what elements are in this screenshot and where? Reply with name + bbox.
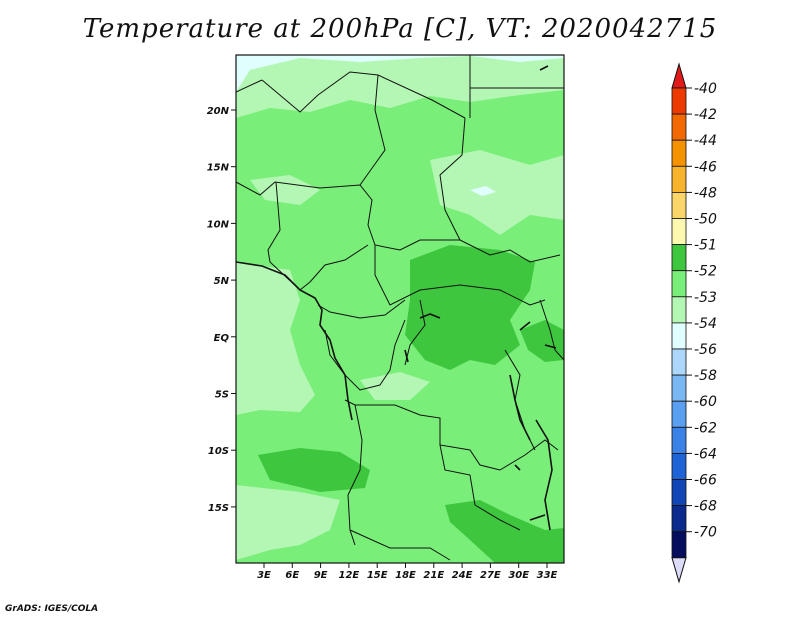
map-frame [235, 54, 565, 564]
colorbar-label: -53 [694, 290, 717, 306]
colorbar-swatch [671, 452, 687, 480]
lat-tick-label: EQ [214, 333, 230, 344]
software-credit: GrADS: IGES/COLA [5, 604, 99, 614]
coastlines-and-lakes [236, 65, 557, 531]
colorbar-swatch [671, 191, 687, 219]
lon-tick-label: 18E [395, 570, 416, 581]
colorbar-label: -50 [694, 212, 717, 228]
colorbar-swatch [671, 296, 687, 324]
contour-region-minus-54 [236, 262, 315, 415]
colorbar-swatch [671, 505, 687, 533]
temperature-contours [236, 55, 564, 563]
colorbar-label: -62 [694, 420, 717, 436]
map-title: Temperature at 200hPa [C], VT: 202004271… [82, 14, 718, 44]
lon-tick-label: 12E [339, 570, 360, 581]
colorbar-swatch [671, 218, 687, 246]
lon-tick-label: 15E [367, 570, 388, 581]
colorbar-label: -58 [694, 368, 717, 384]
contour-region-minus-54 [250, 175, 320, 205]
colorbar-label: -52 [694, 264, 717, 280]
colorbar-label: -54 [694, 316, 717, 332]
colorbar-swatch [671, 113, 687, 141]
lon-tick-label: 33E [537, 570, 558, 581]
colorbar-swatch [671, 479, 687, 507]
colorbar-bottom-arrow [671, 557, 687, 584]
contour-region-minus-52 [520, 320, 564, 362]
colorbar-swatch [671, 322, 687, 350]
colorbar-swatch [671, 139, 687, 167]
contour-region-minus-54 [236, 55, 564, 118]
colorbar-label: -48 [694, 185, 717, 201]
latitude-axis: 20N 15N 10N 5N EQ 5S 10S 15S [207, 106, 236, 514]
colorbar-label: -40 [694, 81, 717, 97]
colorbar-label: -60 [694, 394, 717, 410]
colorbar-label: -66 [694, 473, 717, 489]
lon-tick-label: 9E [314, 570, 328, 581]
colorbar-swatch [671, 270, 687, 298]
lat-tick-label: 10S [208, 446, 229, 457]
longitude-axis: 3E 6E 9E 12E 15E 18E 21E 24E 27E 30E 33E [257, 563, 558, 581]
colorbar-swatch [671, 87, 687, 115]
lon-tick-label: 6E [285, 570, 299, 581]
contour-region-minus-54 [360, 372, 430, 400]
contour-region-minus-52 [405, 245, 535, 370]
colorbar-swatch [671, 400, 687, 428]
colorbar-label: -42 [694, 107, 717, 123]
contour-region-minus-52 [258, 448, 370, 492]
colorbar: -40 -42 -44 -46 -48 -50 -51 -52 -53 -54 -56 -58 -60 -… [671, 62, 717, 584]
colorbar-label: -56 [694, 342, 717, 358]
lon-tick-label: 3E [257, 570, 271, 581]
lat-tick-label: 10N [207, 219, 230, 230]
contour-region-minus-56 [236, 55, 564, 92]
colorbar-label: -51 [694, 238, 717, 254]
colorbar-label: -46 [694, 159, 717, 175]
colorbar-swatch [671, 348, 687, 376]
lat-tick-label: 15N [207, 163, 230, 174]
colorbar-swatch [671, 165, 687, 193]
colorbar-swatch [671, 244, 687, 272]
lon-tick-label: 24E [452, 570, 473, 581]
lon-tick-label: 27E [480, 570, 501, 581]
lat-tick-label: 5N [214, 276, 230, 287]
lat-tick-label: 5S [215, 390, 229, 401]
colorbar-swatch [671, 374, 687, 402]
contour-region-minus-54 [236, 485, 340, 560]
contour-region-minus-56 [470, 186, 496, 196]
colorbar-label: -64 [694, 446, 717, 462]
colorbar-top-arrow [671, 62, 687, 89]
contour-region-minus-52 [445, 500, 564, 563]
colorbar-label: -44 [694, 133, 717, 149]
lat-tick-label: 15S [208, 503, 229, 514]
colorbar-swatch [671, 531, 687, 559]
lon-tick-label: 30E [508, 570, 529, 581]
colorbar-swatch [671, 426, 687, 454]
colorbar-label: -70 [694, 525, 717, 541]
colorbar-label: -68 [694, 499, 717, 515]
lat-tick-label: 20N [207, 106, 230, 117]
contour-region-minus-54 [430, 150, 564, 235]
lon-tick-label: 21E [423, 570, 444, 581]
